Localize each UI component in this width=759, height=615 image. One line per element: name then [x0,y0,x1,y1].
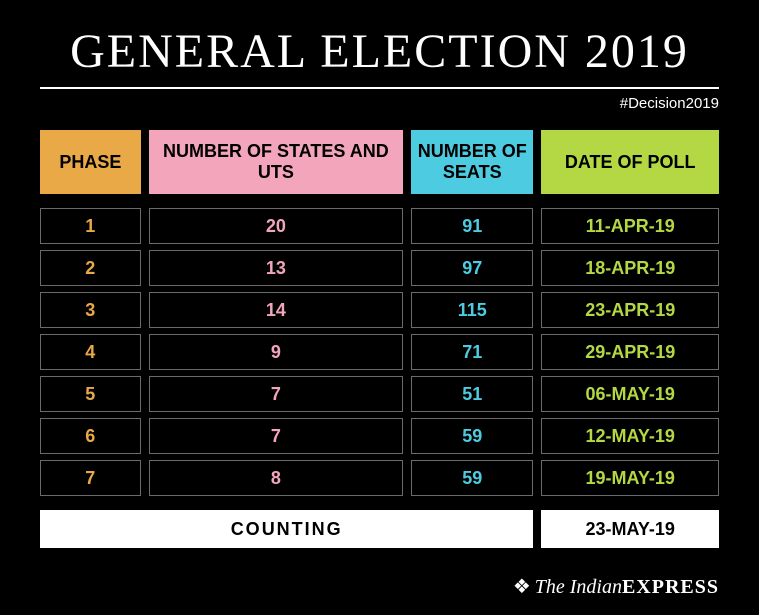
cell-states: 7 [149,418,403,454]
header-seats: NUMBER OF SEATS [411,130,533,194]
table-header-row: PHASE NUMBER OF STATES AND UTS NUMBER OF… [40,130,719,194]
cell-date: 18-APR-19 [541,250,719,286]
cell-seats: 97 [411,250,533,286]
cell-phase: 7 [40,460,141,496]
cell-states: 13 [149,250,403,286]
page-title: GENERAL ELECTION 2019 [40,24,719,79]
election-table: PHASE NUMBER OF STATES AND UTS NUMBER OF… [40,130,719,548]
table-row: 1209111-APR-19 [40,208,719,244]
counting-row: COUNTING 23-MAY-19 [40,510,719,548]
publisher-logo: ❖The IndianEXPRESS [513,574,719,599]
cell-seats: 71 [411,334,533,370]
counting-label: COUNTING [40,510,533,548]
logo-icon: ❖ [513,576,531,598]
cell-phase: 3 [40,292,141,328]
cell-date: 19-MAY-19 [541,460,719,496]
table-body: 1209111-APR-192139718-APR-1931411523-APR… [40,208,719,496]
cell-states: 8 [149,460,403,496]
cell-date: 29-APR-19 [541,334,719,370]
cell-phase: 6 [40,418,141,454]
cell-phase: 4 [40,334,141,370]
logo-prefix: The Indian [535,576,622,598]
cell-seats: 115 [411,292,533,328]
cell-seats: 59 [411,460,533,496]
logo-suffix: EXPRESS [622,576,719,598]
cell-date: 11-APR-19 [541,208,719,244]
cell-phase: 1 [40,208,141,244]
cell-date: 06-MAY-19 [541,376,719,412]
cell-seats: 51 [411,376,533,412]
cell-seats: 91 [411,208,533,244]
cell-date: 23-APR-19 [541,292,719,328]
table-row: 497129-APR-19 [40,334,719,370]
cell-date: 12-MAY-19 [541,418,719,454]
header-date: DATE OF POLL [541,130,719,194]
cell-phase: 5 [40,376,141,412]
table-row: 31411523-APR-19 [40,292,719,328]
hashtag: #Decision2019 [40,95,719,112]
header-phase: PHASE [40,130,141,194]
cell-seats: 59 [411,418,533,454]
table-row: 575106-MAY-19 [40,376,719,412]
cell-states: 14 [149,292,403,328]
cell-states: 20 [149,208,403,244]
table-row: 675912-MAY-19 [40,418,719,454]
cell-states: 9 [149,334,403,370]
counting-date: 23-MAY-19 [541,510,719,548]
header-states: NUMBER OF STATES AND UTS [149,130,403,194]
table-row: 785919-MAY-19 [40,460,719,496]
cell-phase: 2 [40,250,141,286]
table-row: 2139718-APR-19 [40,250,719,286]
title-divider [40,87,719,89]
cell-states: 7 [149,376,403,412]
